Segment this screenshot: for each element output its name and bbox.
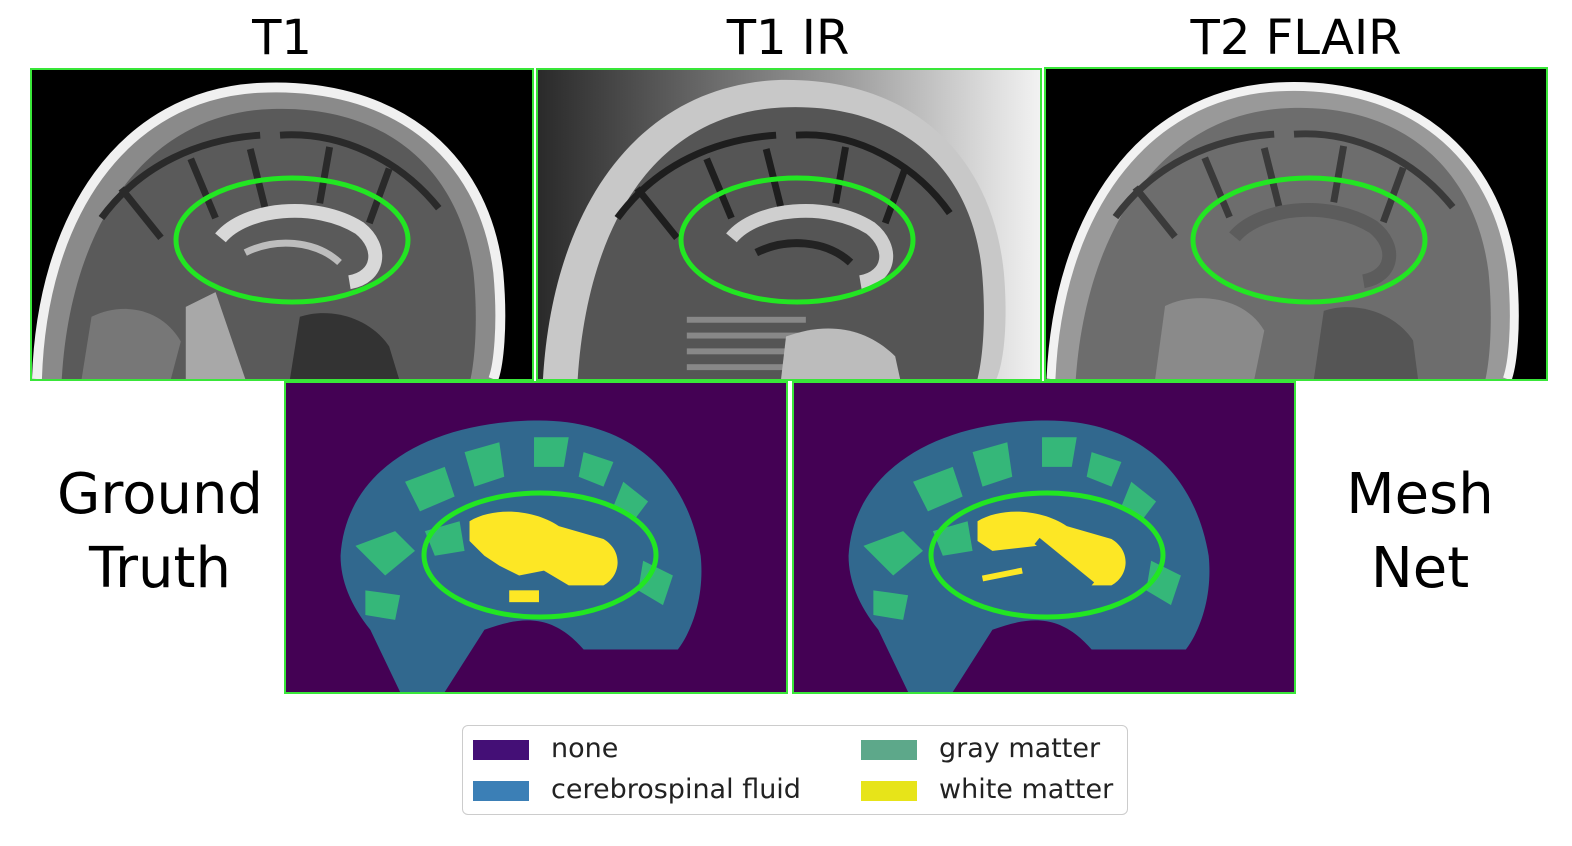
label-ground-truth: Ground Truth — [40, 458, 280, 606]
legend-label-white-matter: white matter — [939, 774, 1114, 805]
legend-swatch-csf — [473, 781, 529, 801]
segmentation-meshnet-panel — [792, 381, 1296, 694]
mri-t2-flair-panel — [1044, 67, 1548, 381]
mri-t1-ir-panel — [536, 68, 1042, 381]
segmentation-meshnet-image — [794, 383, 1294, 692]
mri-t1-image — [32, 70, 532, 379]
title-t1: T1 — [252, 10, 312, 66]
mri-t1-panel — [30, 68, 534, 381]
mri-t1-ir-image — [538, 70, 1040, 379]
title-t2-flair: T2 FLAIR — [1190, 10, 1402, 66]
title-t1-ir: T1 IR — [726, 10, 850, 66]
legend-swatch-white-matter — [861, 781, 917, 801]
legend-label-gray-matter: gray matter — [939, 733, 1101, 764]
label-meshnet: Mesh Net — [1300, 458, 1540, 606]
legend-label-csf: cerebrospinal fluid — [551, 774, 801, 805]
label-meshnet-line-2: Net — [1370, 536, 1470, 601]
legend-swatch-gray-matter — [861, 740, 917, 760]
legend-swatch-none — [473, 740, 529, 760]
mri-t2-flair-image — [1046, 69, 1546, 379]
legend-label-none: none — [551, 733, 619, 764]
legend: none cerebrospinal fluid gray matter whi… — [462, 725, 1128, 815]
segmentation-ground-truth-image — [286, 383, 786, 692]
label-ground-truth-line-2: Truth — [89, 536, 231, 601]
segmentation-ground-truth-panel — [284, 381, 788, 694]
label-ground-truth-line-1: Ground — [57, 462, 263, 527]
label-meshnet-line-1: Mesh — [1346, 462, 1494, 527]
